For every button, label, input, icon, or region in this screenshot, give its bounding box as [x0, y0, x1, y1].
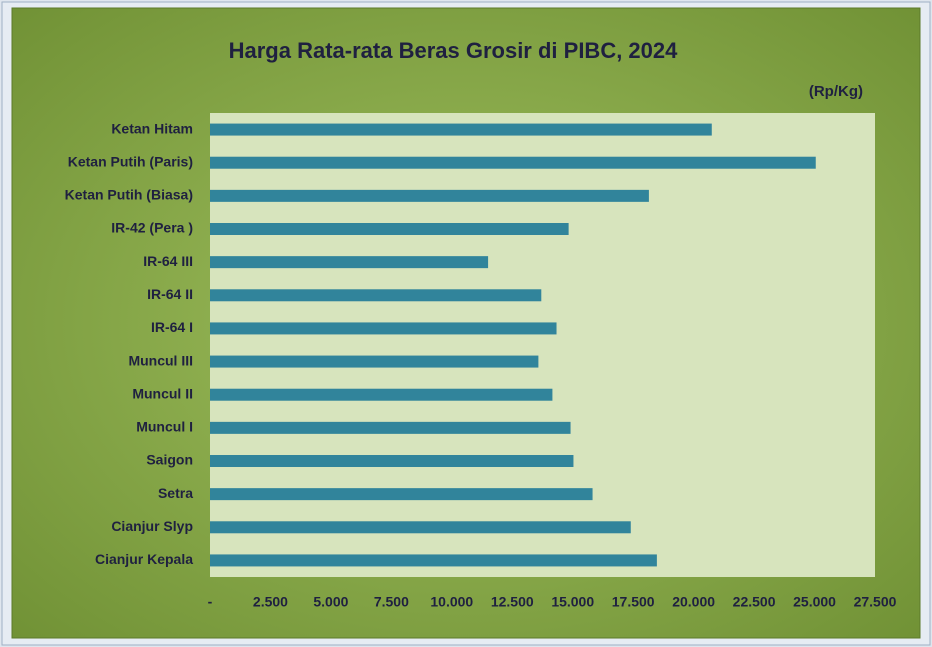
- x-tick-label: 17.500: [612, 594, 655, 610]
- x-tick-label: 10.000: [430, 594, 473, 610]
- bar: [210, 156, 816, 169]
- x-tick-label: 7.500: [374, 594, 409, 610]
- bar: [210, 355, 539, 368]
- bar: [210, 488, 593, 501]
- y-tick-label: IR-64 II: [147, 286, 193, 302]
- x-tick-label: 27.500: [854, 594, 897, 610]
- y-tick-label: IR-64 I: [151, 319, 193, 335]
- y-tick-label: Saigon: [146, 452, 193, 468]
- bar: [210, 123, 712, 136]
- bar: [210, 521, 631, 534]
- y-tick-label: Ketan Putih (Biasa): [65, 187, 193, 203]
- x-tick-label: 22.500: [733, 594, 776, 610]
- y-tick-label: IR-42 (Pera ): [111, 220, 193, 236]
- unit-label: (Rp/Kg): [809, 83, 863, 100]
- x-tick-label: 15.000: [551, 594, 594, 610]
- y-tick-label: Setra: [158, 485, 193, 501]
- bar: [210, 554, 657, 567]
- y-tick-label: Ketan Putih (Paris): [68, 153, 193, 169]
- y-tick-label: IR-64 III: [143, 253, 193, 269]
- bar: [210, 455, 574, 467]
- y-tick-label: Muncul III: [128, 352, 193, 368]
- x-tick-label: 5.000: [313, 594, 348, 610]
- x-tick-label: 2.500: [253, 594, 288, 610]
- x-tick-label: 20.000: [672, 594, 715, 610]
- x-tick-label: -: [208, 594, 213, 610]
- bar: [210, 256, 489, 269]
- x-tick-label: 25.000: [793, 594, 836, 610]
- bar: [210, 289, 542, 302]
- bar: [210, 388, 553, 401]
- bar: [210, 223, 569, 235]
- y-tick-label: Muncul II: [132, 385, 193, 401]
- y-tick-label: Muncul I: [136, 419, 193, 435]
- y-tick-label: Cianjur Kepala: [95, 551, 193, 567]
- chart-title: Harga Rata-rata Beras Grosir di PIBC, 20…: [229, 38, 679, 63]
- bar: [210, 421, 571, 434]
- bar: [210, 189, 649, 202]
- y-tick-label: Cianjur Slyp: [111, 518, 193, 534]
- y-tick-label: Ketan Hitam: [111, 120, 193, 136]
- bar: [210, 322, 557, 335]
- x-tick-label: 12.500: [491, 594, 534, 610]
- plot-area: [210, 113, 875, 577]
